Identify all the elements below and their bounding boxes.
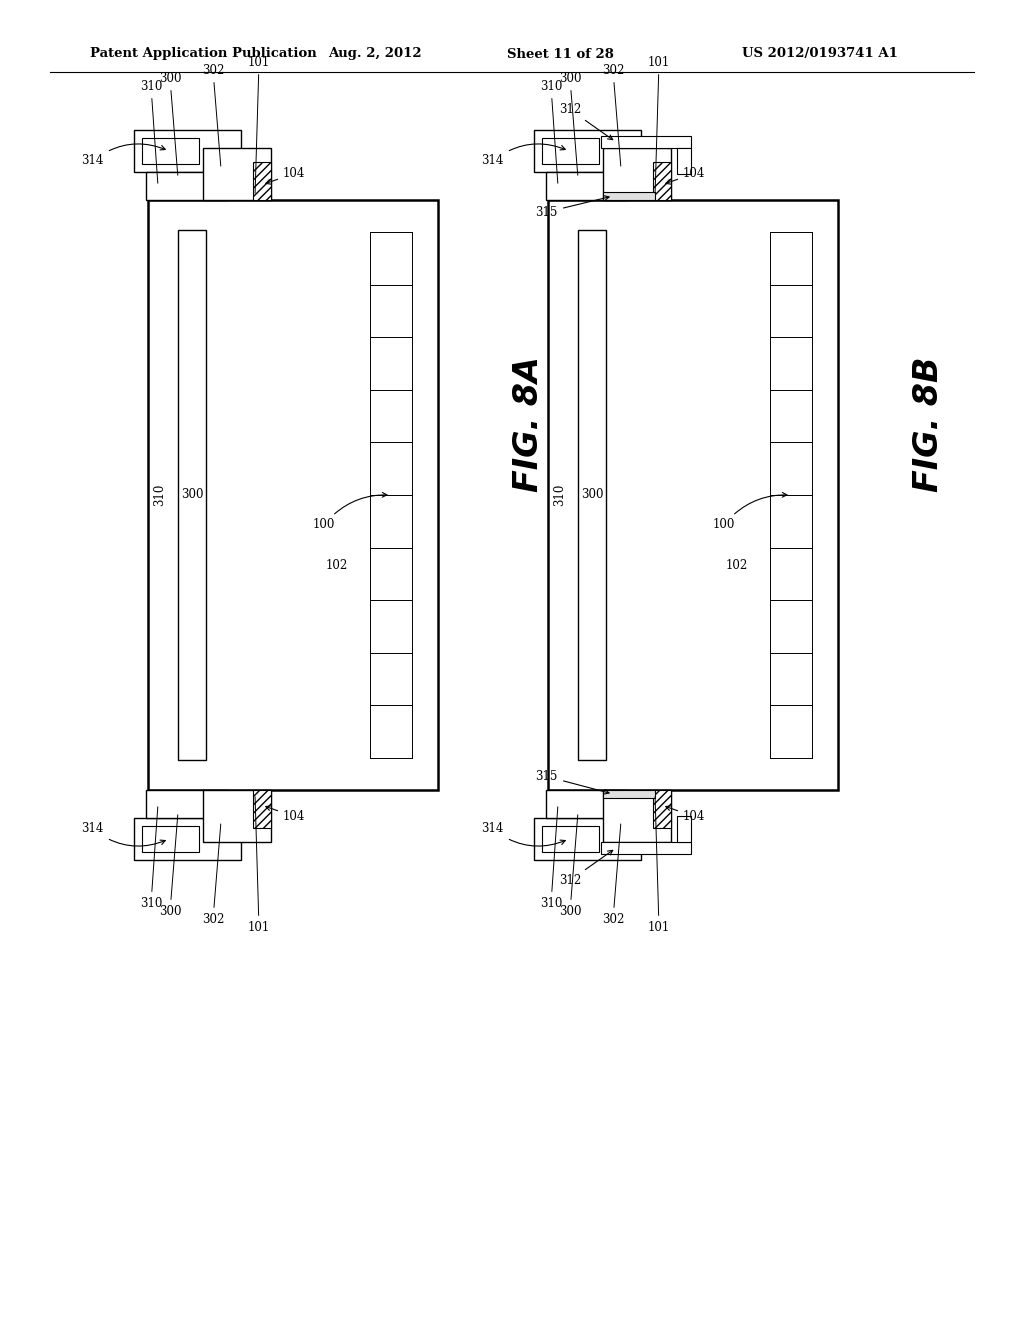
Bar xyxy=(603,789,671,842)
Bar xyxy=(534,818,641,861)
Text: 101: 101 xyxy=(248,55,270,193)
Bar xyxy=(548,201,838,789)
Bar xyxy=(653,789,671,828)
Text: 314: 314 xyxy=(82,144,165,168)
Text: 102: 102 xyxy=(725,560,748,573)
Bar xyxy=(603,148,671,201)
Text: 314: 314 xyxy=(481,822,565,846)
Text: 310: 310 xyxy=(140,81,162,183)
Text: 310: 310 xyxy=(140,807,162,909)
Bar xyxy=(203,789,271,842)
Bar xyxy=(546,172,628,201)
Text: 102: 102 xyxy=(326,560,347,573)
Text: 310: 310 xyxy=(554,484,566,506)
Bar xyxy=(603,191,655,201)
Bar xyxy=(603,789,655,799)
Text: 312: 312 xyxy=(559,103,612,140)
Bar xyxy=(653,162,671,201)
Text: 300: 300 xyxy=(559,814,582,917)
Text: 300: 300 xyxy=(581,488,603,502)
Bar xyxy=(542,826,599,851)
Text: 314: 314 xyxy=(82,822,165,846)
Bar xyxy=(142,139,199,164)
Text: 300: 300 xyxy=(181,488,203,502)
Bar xyxy=(578,230,606,760)
Bar xyxy=(677,816,691,842)
Text: Aug. 2, 2012: Aug. 2, 2012 xyxy=(328,48,422,61)
Bar xyxy=(253,162,271,201)
Text: 310: 310 xyxy=(540,807,562,909)
Text: 312: 312 xyxy=(559,850,612,887)
Bar xyxy=(134,129,241,172)
Bar xyxy=(134,818,241,861)
Text: 300: 300 xyxy=(559,73,582,176)
Text: US 2012/0193741 A1: US 2012/0193741 A1 xyxy=(742,48,898,61)
Text: 300: 300 xyxy=(159,73,181,176)
Text: Sheet 11 of 28: Sheet 11 of 28 xyxy=(507,48,613,61)
Text: FIG. 8A: FIG. 8A xyxy=(512,356,545,492)
Bar xyxy=(546,789,628,818)
Text: 104: 104 xyxy=(666,807,706,824)
Bar xyxy=(142,826,199,851)
Text: 101: 101 xyxy=(648,797,670,935)
Bar xyxy=(148,201,438,789)
Text: 302: 302 xyxy=(602,63,625,166)
Text: 310: 310 xyxy=(154,484,167,506)
Text: 310: 310 xyxy=(540,81,562,183)
Bar xyxy=(601,136,691,148)
Text: Patent Application Publication: Patent Application Publication xyxy=(90,48,316,61)
Text: 302: 302 xyxy=(202,824,224,927)
Bar xyxy=(146,789,228,818)
Text: 315: 315 xyxy=(536,770,609,795)
Text: 101: 101 xyxy=(648,55,670,193)
Text: 315: 315 xyxy=(536,195,609,219)
Text: 101: 101 xyxy=(248,797,270,935)
Bar xyxy=(534,129,641,172)
Text: 100: 100 xyxy=(312,492,387,532)
Text: 104: 104 xyxy=(266,807,305,824)
Bar xyxy=(542,139,599,164)
Text: 314: 314 xyxy=(481,144,565,168)
Text: 302: 302 xyxy=(202,63,224,166)
Bar xyxy=(178,230,206,760)
Bar xyxy=(677,148,691,174)
Bar xyxy=(601,842,691,854)
Text: 300: 300 xyxy=(159,814,181,917)
Text: FIG. 8B: FIG. 8B xyxy=(911,356,944,492)
Bar xyxy=(146,172,228,201)
Text: 104: 104 xyxy=(666,166,706,183)
Bar xyxy=(253,789,271,828)
Bar xyxy=(203,148,271,201)
Text: 100: 100 xyxy=(713,492,787,532)
Text: 302: 302 xyxy=(602,824,625,927)
Text: 104: 104 xyxy=(266,166,305,183)
